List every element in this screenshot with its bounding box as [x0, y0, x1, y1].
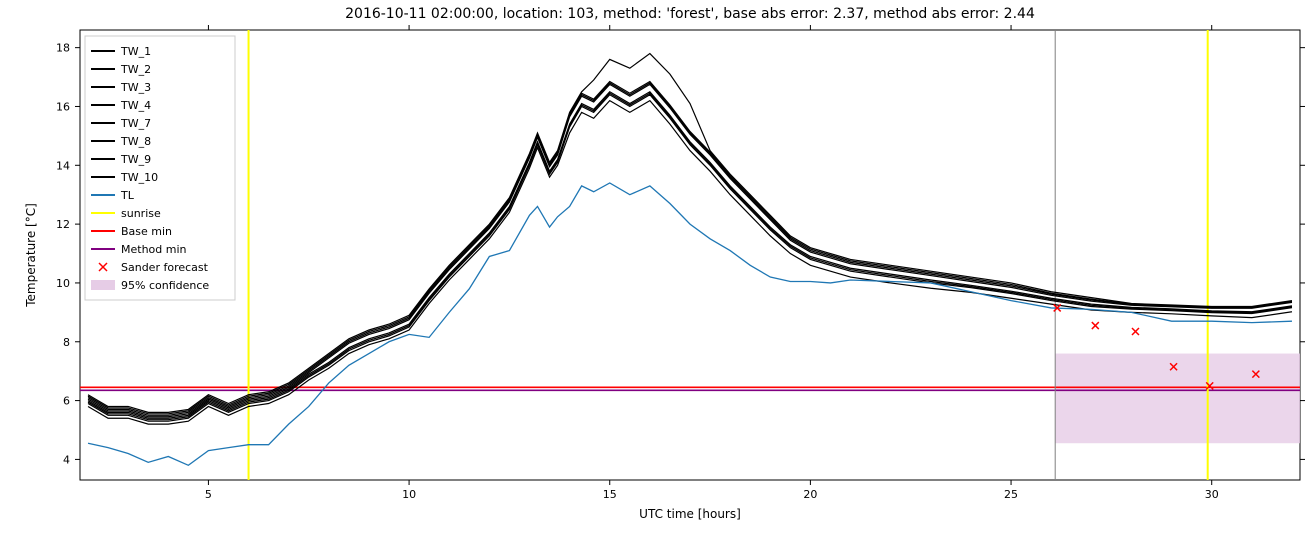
legend-item-label: TW_4	[120, 99, 151, 112]
y-tick-label: 12	[56, 218, 70, 231]
y-tick-label: 6	[63, 395, 70, 408]
x-tick-label: 20	[803, 488, 817, 501]
y-tick-label: 18	[56, 42, 70, 55]
y-tick-label: 10	[56, 277, 70, 290]
legend-item-label: TL	[120, 189, 135, 202]
legend-item-label: TW_9	[120, 153, 151, 166]
legend-item-label: TW_8	[120, 135, 151, 148]
legend-swatch-patch	[91, 280, 115, 290]
legend-item-label: sunrise	[121, 207, 161, 220]
chart-container: 2016-10-11 02:00:00, location: 103, meth…	[0, 0, 1311, 547]
x-tick-label: 25	[1004, 488, 1018, 501]
legend-item-label: TW_2	[120, 63, 151, 76]
chart-svg: 2016-10-11 02:00:00, location: 103, meth…	[0, 0, 1311, 547]
x-axis-label: UTC time [hours]	[639, 507, 741, 521]
x-tick-label: 15	[603, 488, 617, 501]
x-tick-label: 5	[205, 488, 212, 501]
y-tick-label: 4	[63, 453, 70, 466]
legend-item-label: Sander forecast	[121, 261, 209, 274]
y-axis-label: Temperature [°C]	[24, 203, 38, 308]
x-tick-label: 30	[1205, 488, 1219, 501]
legend-item-label: TW_7	[120, 117, 151, 130]
y-tick-label: 14	[56, 159, 70, 172]
legend-item-label: TW_10	[120, 171, 158, 184]
legend-item-label: Base min	[121, 225, 172, 238]
y-tick-label: 16	[56, 100, 70, 113]
y-tick-label: 8	[63, 336, 70, 349]
confidence-band	[1055, 354, 1300, 444]
legend-item-label: TW_3	[120, 81, 151, 94]
legend-item-label: Method min	[121, 243, 187, 256]
legend-item-label: TW_1	[120, 45, 151, 58]
x-tick-label: 10	[402, 488, 416, 501]
legend-item-label: 95% confidence	[121, 279, 209, 292]
chart-title: 2016-10-11 02:00:00, location: 103, meth…	[345, 6, 1035, 22]
